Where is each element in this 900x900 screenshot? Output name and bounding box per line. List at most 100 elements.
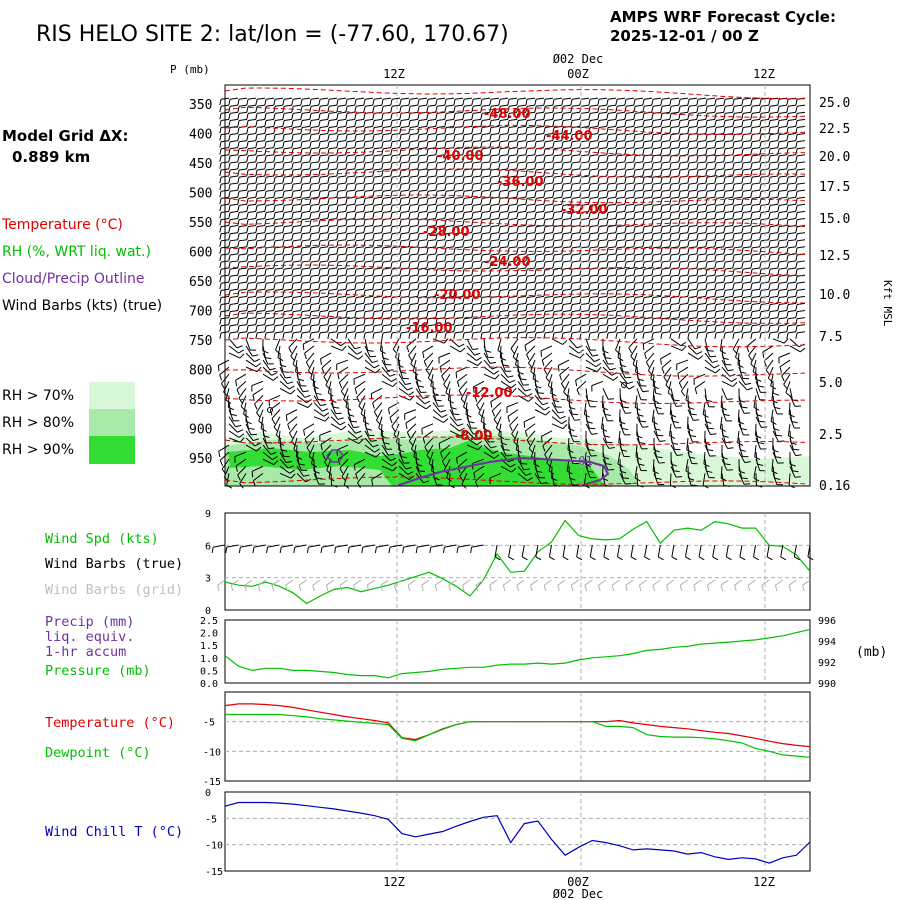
wind-barb-feather [507,191,510,198]
wind-barb-feather [597,120,600,127]
wind-barb [518,281,527,284]
wind-barb-feather [300,318,303,325]
wind-barb-feather [660,113,663,120]
legend-temperature: Temperature (°C) [2,217,123,233]
wind-barb-feather [408,162,411,169]
wind-barb [680,281,689,284]
wind-barb [554,196,563,199]
wind-barb-feather [372,283,375,290]
wind-barb-feather [336,176,339,184]
wind-barb-feather [741,247,744,254]
wind-barb [230,331,239,334]
wind-barb-feather [687,155,690,162]
wind-barb [725,324,734,327]
wind-barb [356,125,365,129]
wind-barb-feather [534,169,537,176]
wind-barb-feather [354,205,357,212]
wind-barb-feather [453,304,456,311]
wind-barb-feather [444,113,447,120]
wind-barb-feather [336,205,339,212]
wind-barb [590,140,599,143]
wind-barb [527,133,536,136]
wind-barb [464,295,473,298]
wind-barb [662,260,671,263]
wind-barb [464,239,473,242]
wind-barb-feather [246,304,249,311]
wind-barb-feather [327,169,330,176]
wind-barb [464,182,473,185]
wind-barb [545,154,554,157]
wind-barb-feather [750,269,753,276]
wind-barb [608,210,617,213]
wind-barb [743,281,752,284]
wind-barb [797,310,806,313]
wind-barb [499,345,502,358]
wind-barb-feather [777,254,780,261]
wind-barb [428,189,437,192]
wind-barb-feather [489,113,492,120]
wind-barb-feather [588,233,591,240]
wind-barb-feather [705,254,708,261]
wind-barb [590,133,599,136]
wind-barb-feather [337,373,340,380]
wind-barb-feather [273,290,276,297]
wind-barb [257,133,266,136]
wind-barb-feather [624,148,627,155]
wind-barb-feather [372,169,375,176]
wind-barb-feather [507,254,510,261]
wind-barb-feather [273,205,276,212]
wind-barb-feather [652,399,659,404]
wind-barb [482,310,491,313]
wind-barb-feather [525,99,528,106]
wind-barb-feather [498,134,501,141]
wind-barb-feather [552,254,555,261]
wind-barb-feather [264,276,267,283]
wind-barb-feather [219,99,222,106]
wind-barb [509,232,518,235]
wind-barb-feather [498,212,501,219]
wind-barb-feather [606,113,609,120]
wind-barb-feather [354,254,357,261]
wind-barb [419,161,428,164]
wind-barb-feather [543,332,546,339]
wind-barb-feather [282,226,285,233]
wind-barb [437,118,446,121]
wind-barb-feather [732,269,735,276]
wind-barb-feather [678,155,681,162]
wind-barb [770,104,779,107]
wind-barb-feather [669,120,672,127]
wind-barb [743,175,752,178]
wind-barb-feather [642,162,645,169]
wind-barb-feather [327,261,330,269]
wind-barb [788,331,797,334]
wind-barb [518,189,527,192]
wind-barb-feather [687,120,690,127]
wind-barb-feather [713,364,720,369]
wind-barb [392,133,401,136]
wind-barb [437,203,446,206]
wind-barb-feather [426,226,429,233]
wind-barb [752,253,761,256]
wind-barb-feather [471,169,474,176]
wind-barb [266,260,275,263]
wind-barb [293,274,302,277]
wind-barb [590,217,599,221]
wind-barb-feather [757,385,765,388]
wind-barb-feather [354,325,357,332]
wind-barb [599,97,608,100]
wind-barb [599,260,608,263]
wind-barb-feather [561,233,564,240]
wind-barb-feather [444,120,447,127]
wind-barb [797,288,806,291]
wind-barb [518,317,527,320]
wind-barb [338,111,347,114]
wind-barb [302,168,311,171]
wind-barb-feather [228,406,235,411]
wind-barb-feather [219,254,222,261]
wind-barb [356,232,365,235]
wind-barb [437,331,446,334]
wind-barb [734,260,743,263]
wind-barb [662,182,671,185]
wind-barb [365,104,374,107]
wind-barb [725,260,734,263]
